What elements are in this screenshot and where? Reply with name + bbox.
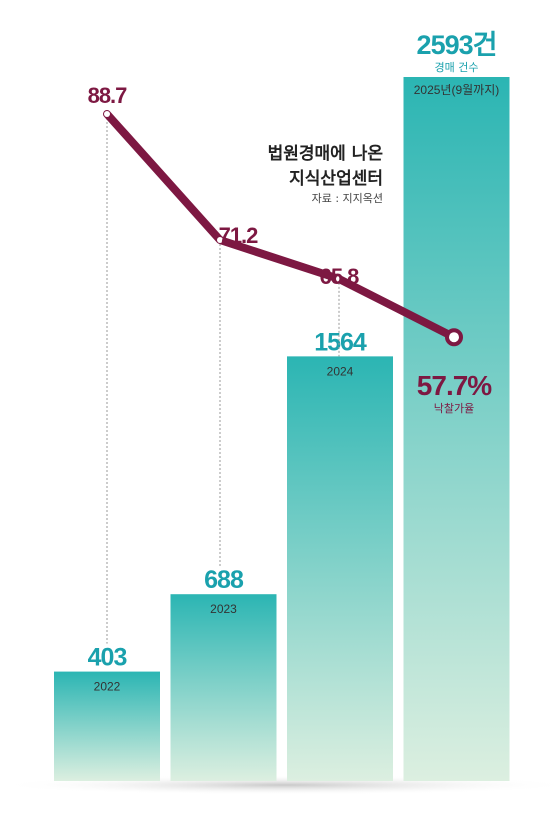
line-value-label-1: 71.2 bbox=[219, 223, 259, 248]
bar-value-label-0: 403 bbox=[88, 644, 127, 672]
bar-0 bbox=[54, 671, 160, 781]
line-point-3 bbox=[445, 328, 463, 347]
chart-title-line-2: 지식산업센터 bbox=[289, 169, 383, 189]
line-point-2 bbox=[336, 275, 342, 282]
line-value-label-3: 57.7% bbox=[417, 370, 492, 401]
line-path bbox=[103, 110, 458, 342]
bar-value-label-2: 1564 bbox=[314, 328, 367, 356]
category-label-2: 2024 bbox=[327, 364, 354, 378]
chart-source: 자료 : 지지옥션 bbox=[312, 192, 383, 205]
category-label-1: 2023 bbox=[210, 602, 237, 616]
chart-title-line-1: 법원경매에 나온 bbox=[268, 144, 384, 164]
bar-value-label-3: 2593건 bbox=[417, 30, 497, 60]
line-point-0 bbox=[104, 111, 110, 117]
line-value-label-2: 65.8 bbox=[320, 264, 360, 289]
bar-2 bbox=[287, 356, 393, 781]
line-series-name: 낙찰가율 bbox=[434, 402, 474, 415]
bar-group: 2022 403 2023 688 2024 1564 2025년(9월까지) 2593건경매… bbox=[54, 30, 510, 781]
bar-1 bbox=[170, 594, 277, 781]
line-series: 88.7 71.2 65.8 57.7%낙찰가율 bbox=[88, 83, 494, 415]
bar-series-name: 경매 건수 bbox=[435, 61, 479, 74]
bar-value-label-1: 688 bbox=[204, 566, 244, 594]
line-value-label-0: 88.7 bbox=[88, 83, 128, 108]
bar-3 bbox=[403, 77, 510, 781]
guide-lines bbox=[106, 114, 340, 644]
line-point-1 bbox=[217, 237, 223, 243]
category-label-3: 2025년(9월까지) bbox=[414, 83, 500, 97]
category-label-0: 2022 bbox=[94, 680, 121, 694]
